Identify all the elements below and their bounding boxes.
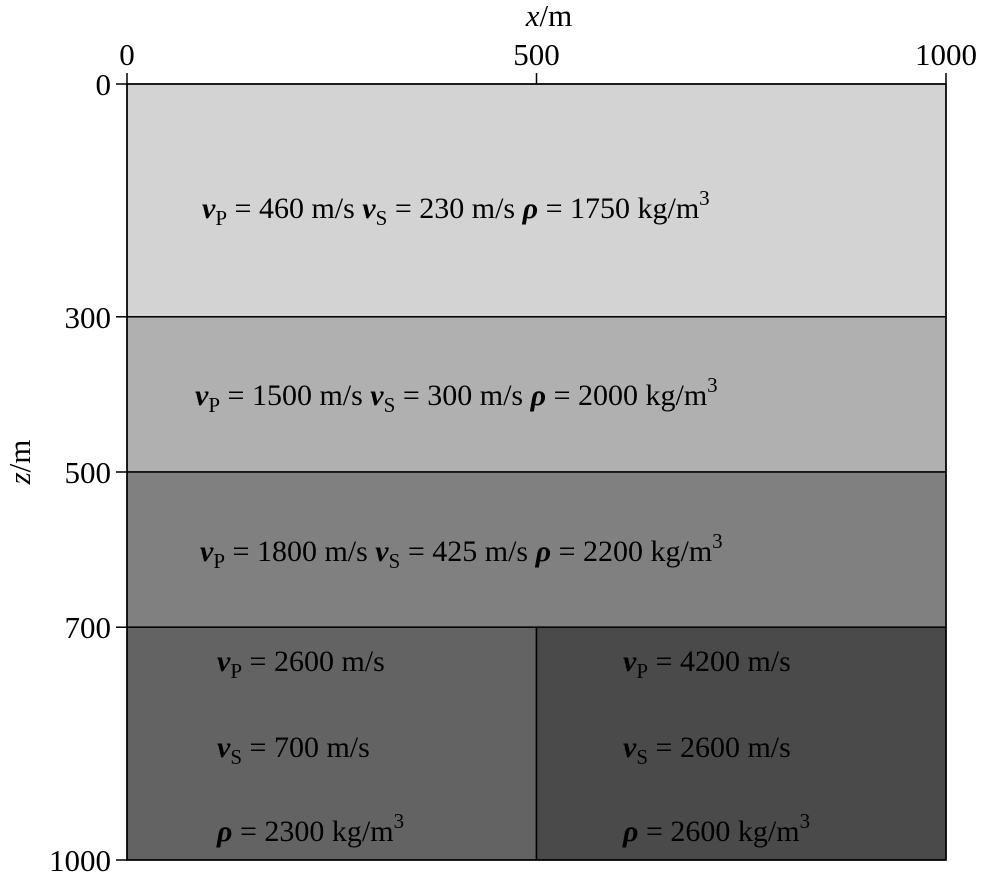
x-tick-label: 500 [513,37,560,72]
layer-4-rho: ρ = 2300 kg/m3 [216,809,404,848]
layer-4-vs: vS = 700 m/s [217,731,370,769]
layer-5-vs: vS = 2600 m/s [623,731,791,769]
layer-labels-group: vP = 460 m/s vS = 230 m/s ρ = 1750 kg/m3… [195,186,810,848]
layer-1 [126,83,947,318]
layer-3 [126,471,947,628]
x-axis-label: x/m [525,0,573,33]
model-frame [126,83,947,861]
layer-1-properties: vP = 460 m/s vS = 230 m/s ρ = 1750 kg/m3 [202,186,710,230]
layer-5 [535,626,947,861]
layer-4 [126,626,538,861]
layers-group [126,83,947,861]
z-tick-label: 0 [96,67,112,102]
z-tick-label: 300 [65,300,112,335]
z-tick-label: 700 [65,610,112,645]
layer-2 [126,316,947,473]
layer-5-vp: vP = 4200 m/s [623,645,791,683]
x-tick-label: 1000 [915,37,977,72]
layer-4-vp: vP = 2600 m/s [217,645,385,683]
layer-5-rho: ρ = 2600 kg/m3 [622,809,810,848]
z-axis-label: z/m [2,440,37,486]
z-tick-label: 1000 [49,843,111,878]
layer-3-properties: vP = 1800 m/s vS = 425 m/s ρ = 2200 kg/m… [200,529,723,573]
axes-group: 0 500 1000 x/m 0 300 500 700 1000 z/m [2,0,977,878]
x-tick-label: 0 [119,37,135,72]
z-tick-label: 500 [65,455,112,490]
layer-2-properties: vP = 1500 m/s vS = 300 m/s ρ = 2000 kg/m… [195,373,718,417]
